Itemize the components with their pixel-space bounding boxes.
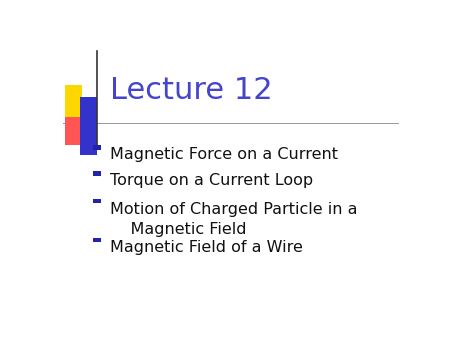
Bar — [93, 171, 100, 176]
Bar — [80, 129, 97, 155]
Text: Torque on a Current Loop: Torque on a Current Loop — [110, 173, 314, 188]
Bar — [80, 97, 97, 130]
Text: Motion of Charged Particle in a
    Magnetic Field: Motion of Charged Particle in a Magnetic… — [110, 202, 358, 237]
Bar — [65, 85, 82, 119]
Bar — [93, 145, 100, 150]
Bar — [93, 198, 100, 203]
Text: Magnetic Field of a Wire: Magnetic Field of a Wire — [110, 240, 303, 255]
Bar — [65, 117, 82, 145]
Bar — [93, 238, 100, 242]
Text: Magnetic Force on a Current: Magnetic Force on a Current — [110, 147, 338, 162]
Text: Lecture 12: Lecture 12 — [110, 75, 273, 104]
